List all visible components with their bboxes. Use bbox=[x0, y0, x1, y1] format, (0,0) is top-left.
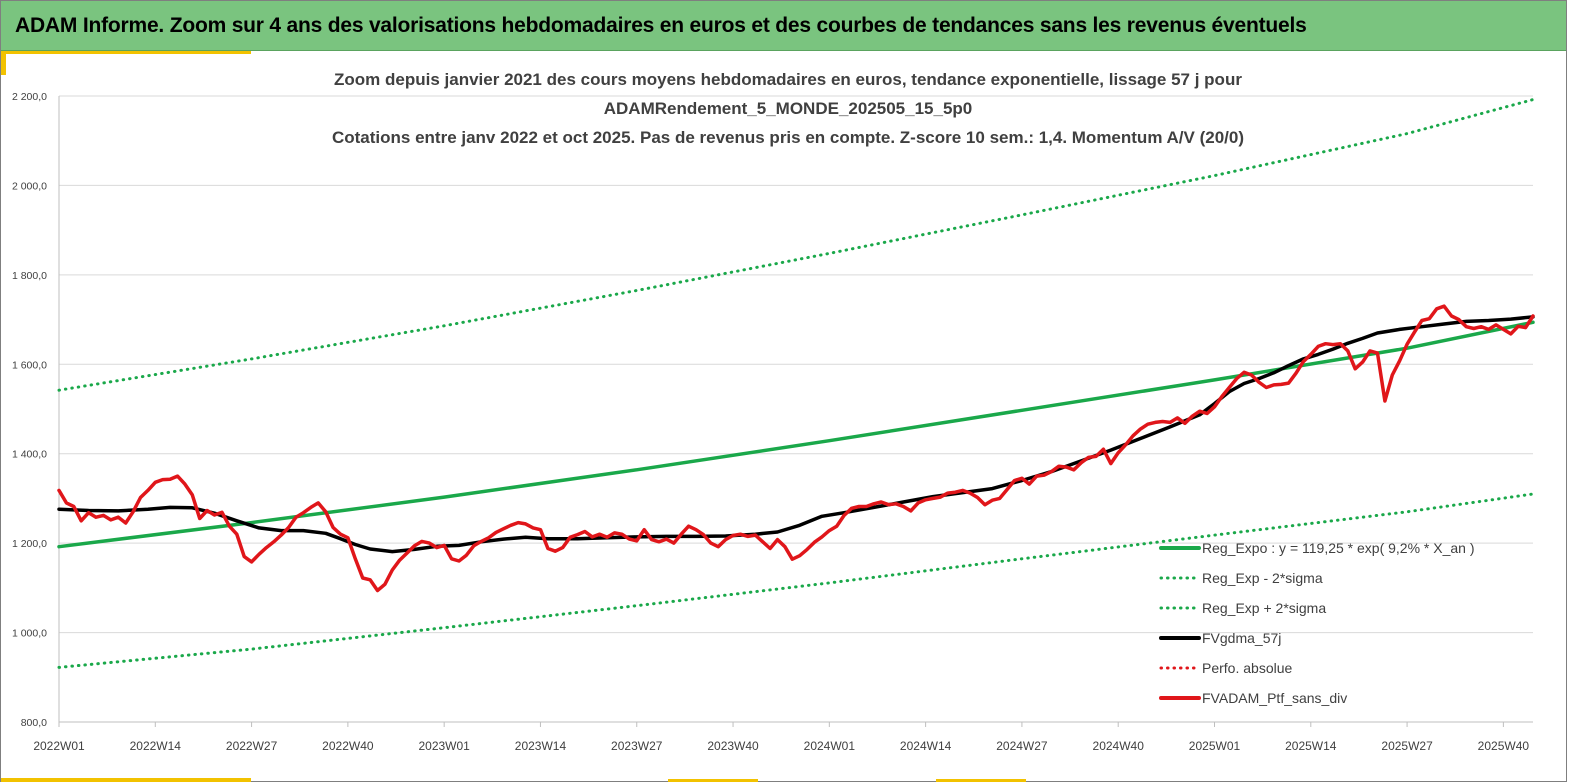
chart-title-line-1: Zoom depuis janvier 2021 des cours moyen… bbox=[334, 70, 1242, 89]
legend-label: Reg_Exp + 2*sigma bbox=[1202, 600, 1326, 616]
legend-label: Reg_Expo : y = 119,25 * exp( 9,2% * X_an… bbox=[1202, 540, 1475, 556]
x-tick-label: 2023W14 bbox=[515, 739, 567, 753]
fvgdma-57j-series bbox=[57, 315, 1535, 554]
x-tick-label: 2022W14 bbox=[130, 739, 182, 753]
accent-bar-bottom bbox=[1, 778, 251, 782]
chart-title-line-3: Cotations entre janv 2022 et oct 2025. P… bbox=[331, 128, 1245, 147]
reg-exp-minus-2sigma-series bbox=[57, 492, 1535, 669]
x-tick-label: 2024W14 bbox=[900, 739, 952, 753]
fvadam-ptf-sans-div-series bbox=[57, 304, 1535, 593]
y-tick-label: 1 800,0 bbox=[12, 270, 47, 282]
gridlines bbox=[59, 95, 1533, 634]
legend-label: FVgdma_57j bbox=[1202, 630, 1281, 646]
x-tick-label: 2022W01 bbox=[33, 739, 85, 753]
x-tick-label: 2024W01 bbox=[804, 739, 856, 753]
legend-label: Perfo. absolue bbox=[1202, 660, 1292, 676]
page-title: ADAM Informe. Zoom sur 4 ans des valoris… bbox=[15, 14, 1307, 37]
x-tick-label: 2025W27 bbox=[1381, 739, 1433, 753]
y-tick-label: 800,0 bbox=[21, 717, 47, 729]
reg-expo-series bbox=[57, 320, 1535, 549]
x-tick-label: 2025W40 bbox=[1478, 739, 1530, 753]
x-tick-label: 2022W27 bbox=[226, 739, 278, 753]
y-tick-label: 1 200,0 bbox=[12, 538, 47, 550]
legend-label: Reg_Exp - 2*sigma bbox=[1202, 570, 1323, 586]
x-tick-label: 2023W01 bbox=[418, 739, 470, 753]
reg-exp-plus-2sigma-series bbox=[57, 98, 1535, 392]
y-tick-label: 1 600,0 bbox=[12, 359, 47, 371]
x-tick-label: 2022W40 bbox=[322, 739, 374, 753]
x-tick-label: 2023W40 bbox=[707, 739, 759, 753]
y-tick-label: 1 400,0 bbox=[12, 449, 47, 461]
y-tick-label: 2 000,0 bbox=[12, 180, 47, 192]
accent-bar-bottom-3 bbox=[936, 779, 1026, 782]
x-tick-label: 2024W40 bbox=[1093, 739, 1145, 753]
legend-label: FVADAM_Ptf_sans_div bbox=[1202, 690, 1347, 706]
y-tick-label: 1 000,0 bbox=[12, 628, 47, 640]
axes: 800,0 1 000,0 1 200,0 1 400,0 1 600,0 1 800,0… bbox=[12, 91, 1533, 753]
x-tick-label: 2025W01 bbox=[1189, 739, 1241, 753]
header-banner: ADAM Informe. Zoom sur 4 ans des valoris… bbox=[1, 1, 1566, 51]
accent-bar-bottom-2 bbox=[668, 779, 758, 782]
legend: Reg_Expo : y = 119,25 * exp( 9,2% * X_an… bbox=[1159, 540, 1475, 706]
chart-title-line-2: ADAMRendement_5_MONDE_202505_15_5p0 bbox=[603, 99, 973, 118]
x-tick-label: 2025W14 bbox=[1285, 739, 1337, 753]
accent-bar-top bbox=[1, 51, 251, 54]
x-tick-label: 2023W27 bbox=[611, 739, 663, 753]
series-layer bbox=[57, 98, 1535, 669]
y-tick-label: 2 200,0 bbox=[12, 91, 47, 103]
x-tick-label: 2024W27 bbox=[996, 739, 1048, 753]
accent-bar-left bbox=[1, 51, 6, 75]
